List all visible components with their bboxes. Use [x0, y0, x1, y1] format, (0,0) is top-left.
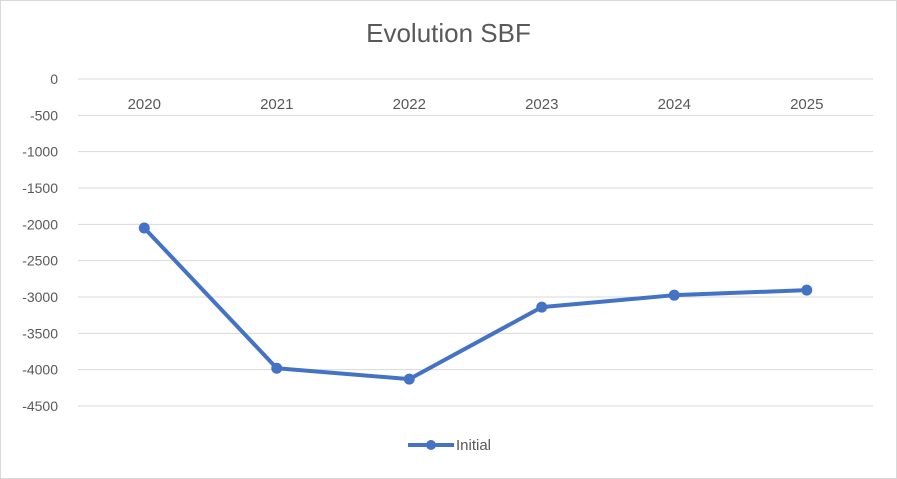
x-tick-label: 2023 — [525, 96, 558, 113]
series-layer — [138, 222, 813, 385]
y-axis-ticks: 0 -500 -1000 -1500 -2000 -2500 -3000 -3500 -4000… — [22, 71, 58, 414]
y-tick-label: -2500 — [22, 253, 58, 269]
y-tick-label: -3500 — [22, 325, 58, 341]
data-point-2024 — [668, 289, 680, 301]
y-tick-label: -4500 — [22, 398, 58, 414]
legend: Initial — [408, 436, 491, 454]
x-axis-ticks: 2020 2021 2022 2023 2024 2025 — [128, 96, 824, 113]
x-tick-label: 2021 — [260, 96, 293, 113]
y-tick-label: -500 — [30, 107, 58, 123]
data-point-2023 — [536, 301, 548, 313]
y-tick-label: -1500 — [22, 180, 58, 196]
gridlines — [78, 78, 873, 407]
legend-swatch-initial — [408, 440, 454, 450]
y-tick-label: 0 — [50, 71, 58, 87]
data-point-2021 — [271, 362, 283, 374]
legend-label-initial: Initial — [456, 436, 492, 454]
series-line-0 — [142, 225, 809, 382]
chart-title: Evolution SBF — [366, 18, 531, 48]
x-tick-label: 2024 — [658, 96, 691, 113]
y-tick-label: -2000 — [22, 216, 58, 232]
data-point-2020 — [138, 222, 150, 234]
y-tick-label: -4000 — [22, 362, 58, 378]
x-tick-label: 2020 — [128, 96, 161, 113]
y-tick-label: -3000 — [22, 289, 58, 305]
data-point-2025 — [801, 284, 813, 296]
y-tick-label: -1000 — [22, 144, 58, 160]
data-point-2022 — [403, 373, 415, 385]
x-tick-label: 2022 — [393, 96, 426, 113]
x-tick-label: 2025 — [790, 96, 823, 113]
